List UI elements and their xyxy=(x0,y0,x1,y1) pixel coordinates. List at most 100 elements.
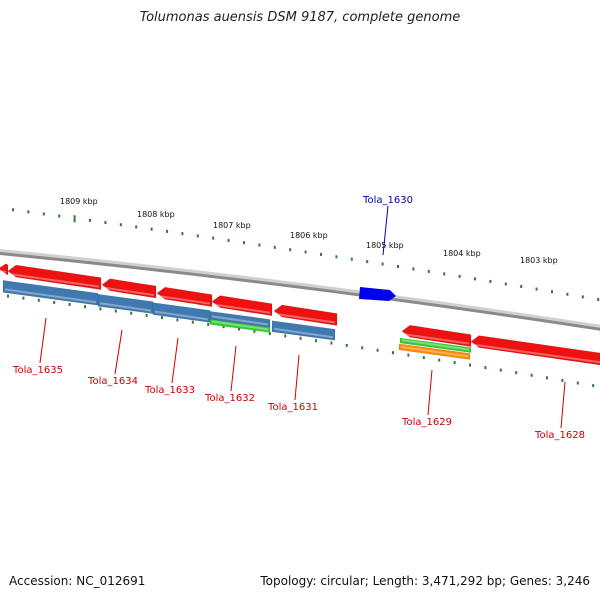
outer-tick-mark xyxy=(366,260,369,264)
highlight-gene-1630 xyxy=(359,287,396,301)
outer-tick-mark xyxy=(581,295,584,299)
outer-tick-mark xyxy=(350,257,353,261)
gene-label-tola_1630: Tola_1630 xyxy=(362,195,413,206)
outer-tick-mark xyxy=(181,232,184,236)
outer-tick-mark xyxy=(489,279,492,283)
inner-tick-mark xyxy=(422,356,425,360)
green-feature-1629-shine xyxy=(401,339,470,351)
inner-tick-mark xyxy=(37,298,40,302)
gene-label-tola_1631: Tola_1631 xyxy=(267,402,318,413)
orange-feature-1629 xyxy=(398,343,471,360)
inner-tick-mark xyxy=(330,341,333,345)
gene-label-leader xyxy=(560,381,566,429)
gene-label-leader xyxy=(171,337,179,384)
genome-summary-text: Topology: circular; Length: 3,471,292 bp… xyxy=(260,574,590,588)
forward-gene-1628 xyxy=(470,335,600,366)
orange-feature-1629-shine xyxy=(400,345,469,358)
inner-tick-mark xyxy=(484,366,487,370)
outer-tick-mark xyxy=(104,221,107,225)
outer-tick-mark xyxy=(566,292,569,296)
outer-tick-mark xyxy=(289,248,292,252)
outer-tick-mark xyxy=(12,208,14,212)
gene-label-tola_1633: Tola_1633 xyxy=(144,385,195,396)
inner-tick-mark xyxy=(576,381,579,385)
genome-backbone xyxy=(0,251,600,331)
green-feature-1632 xyxy=(209,319,271,333)
reverse-gene-1631 xyxy=(271,320,336,341)
inner-tick-mark xyxy=(299,336,302,340)
outer-tick-mark xyxy=(273,245,276,249)
scale-label-1805: 1805 kbp xyxy=(366,241,404,250)
scale-label-1808: 1808 kbp xyxy=(137,210,175,219)
gene-label-tola_1628: Tola_1628 xyxy=(534,430,585,441)
inner-tick-mark xyxy=(253,329,256,333)
outer-tick-mark xyxy=(335,255,338,259)
inner-tick-mark xyxy=(345,343,348,347)
outer-tick-mark xyxy=(443,272,446,276)
outer-tick-mark xyxy=(320,252,322,256)
outer-tick-mark xyxy=(504,282,507,286)
inner-tick-mark xyxy=(530,373,533,377)
gene-label-leader xyxy=(382,205,389,256)
inner-tick-mark xyxy=(315,339,317,343)
outer-tick-mark xyxy=(397,264,399,268)
inner-tick-mark xyxy=(268,332,271,336)
outer-tick-mark xyxy=(258,243,261,247)
scale-label-1806: 1806 kbp xyxy=(290,231,328,240)
reverse-gene-1635-shine xyxy=(4,288,97,304)
forward-gene-edge xyxy=(0,263,9,276)
forward-gene-1631 xyxy=(273,304,338,326)
forward-gene-1635-shine xyxy=(9,273,100,288)
outer-tick-mark xyxy=(135,225,138,229)
inner-tick-mark xyxy=(7,294,9,298)
accession-text: Accession: NC_012691 xyxy=(9,574,146,588)
outer-tick-mark xyxy=(27,210,30,214)
outer-tick-mark xyxy=(243,241,245,245)
gene-label-tola_1634: Tola_1634 xyxy=(87,376,138,387)
inner-tick-mark xyxy=(438,358,441,362)
outer-tick-mark xyxy=(304,250,307,254)
forward-gene-1632-shine xyxy=(213,303,271,314)
inner-tick-mark xyxy=(284,334,287,338)
green-feature-1632-shine xyxy=(211,320,269,331)
outer-tick-mark xyxy=(119,223,122,227)
inner-tick-mark xyxy=(499,368,502,372)
scale-label-1807: 1807 kbp xyxy=(213,221,251,230)
inner-tick-mark xyxy=(114,309,117,313)
gene-label-leader xyxy=(294,354,300,401)
forward-gene-1634 xyxy=(101,278,157,299)
forward-gene-1632 xyxy=(211,295,273,317)
inner-tick-mark xyxy=(469,363,471,367)
outer-tick-mark xyxy=(42,212,45,216)
inner-tick-mark xyxy=(176,318,179,322)
gene-label-tola_1635: Tola_1635 xyxy=(12,365,63,376)
backbone-shadow xyxy=(0,248,600,330)
outer-tick-mark xyxy=(427,269,430,273)
green-feature-1629 xyxy=(399,337,472,353)
forward-gene-1629 xyxy=(401,324,472,347)
forward-gene-1633 xyxy=(156,286,213,307)
forward-gene-1631-shine xyxy=(275,313,336,324)
outer-tick-mark xyxy=(535,287,538,291)
inner-tick-mark xyxy=(392,351,394,355)
outer-tick-mark xyxy=(381,262,384,266)
inner-tick-mark xyxy=(453,361,456,365)
forward-gene-1628-shine xyxy=(472,343,600,364)
inner-tick-mark xyxy=(191,320,194,324)
inner-tick-mark xyxy=(53,300,56,304)
gene-label-leader xyxy=(427,369,433,416)
outer-tick-mark xyxy=(58,214,61,218)
inner-tick-mark xyxy=(361,346,364,350)
inner-tick-mark xyxy=(84,305,86,309)
forward-gene-1635 xyxy=(7,264,102,290)
inner-tick-mark xyxy=(561,378,564,382)
outer-tick-mark xyxy=(458,274,461,278)
inner-tick-mark xyxy=(145,313,148,317)
gene-label-leader xyxy=(39,317,47,364)
outer-tick-mark xyxy=(551,290,553,294)
outer-tick-mark xyxy=(73,215,76,223)
forward-gene-1629-shine xyxy=(403,333,470,345)
inner-tick-mark xyxy=(376,348,379,352)
inner-tick-mark xyxy=(130,311,133,315)
outer-tick-mark xyxy=(227,238,230,242)
